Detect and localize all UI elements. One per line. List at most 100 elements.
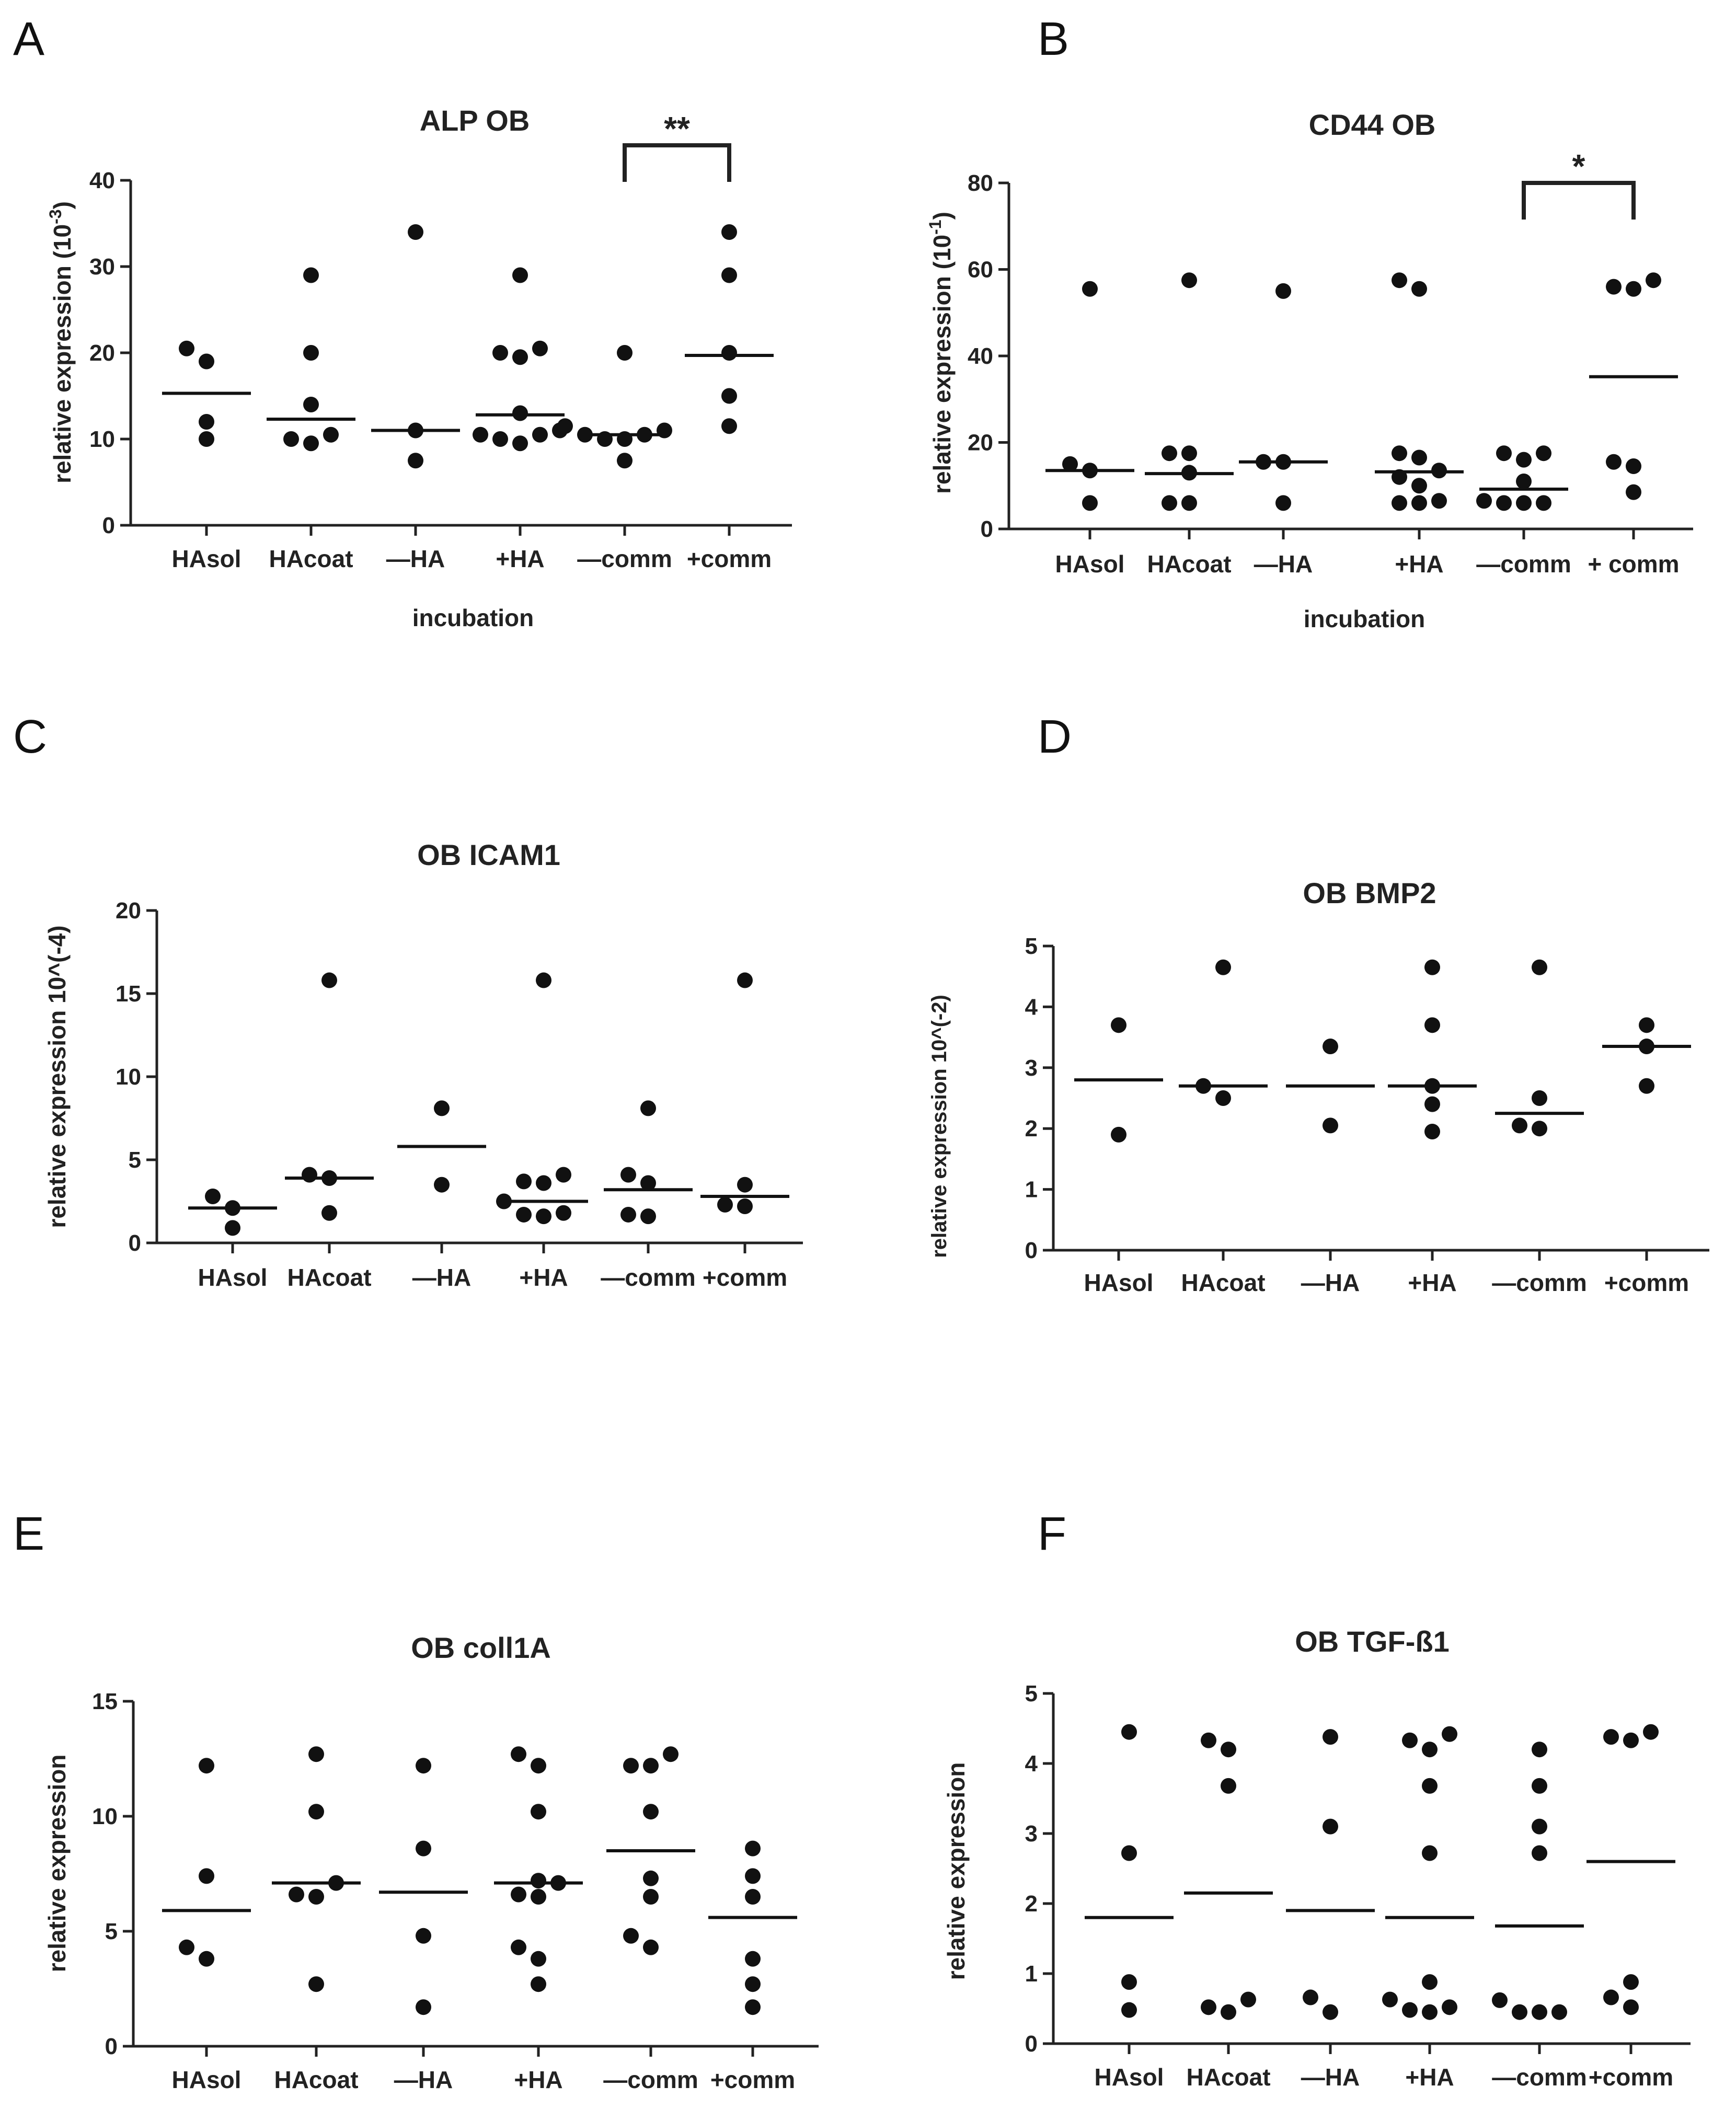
data-point xyxy=(1221,2004,1236,2020)
data-point xyxy=(1275,283,1291,299)
panel-letter: F xyxy=(1038,1508,1066,1560)
data-point xyxy=(1392,469,1407,485)
panel-b: B CD44 OB relative expression (10-1) inc… xyxy=(926,13,1693,632)
data-point xyxy=(511,1746,526,1762)
data-point xyxy=(1496,445,1512,462)
data-point xyxy=(1431,463,1447,479)
y-axis-label: relative expression 10^(-4) xyxy=(43,925,71,1228)
y-tick-label: 20 xyxy=(116,898,141,924)
y-tick-label: 1 xyxy=(1025,1961,1038,1987)
data-point xyxy=(1082,495,1098,511)
category-label: —comm xyxy=(603,2066,698,2093)
chart-title: OB ICAM1 xyxy=(417,838,560,871)
data-point xyxy=(1623,1974,1639,1990)
data-point xyxy=(308,1889,324,1905)
data-point xyxy=(408,224,423,240)
category-label: +HA xyxy=(496,545,544,572)
category-label: +HA xyxy=(514,2066,562,2093)
data-point xyxy=(408,453,423,469)
category-label: +HA xyxy=(1408,1269,1456,1296)
data-point xyxy=(1411,281,1427,297)
data-point xyxy=(302,1167,317,1183)
data-point xyxy=(1121,1845,1137,1861)
data-point xyxy=(1606,279,1622,295)
data-point xyxy=(512,405,528,421)
category-label: —HA xyxy=(1301,1269,1360,1296)
data-point xyxy=(434,1100,450,1116)
data-point xyxy=(1512,2004,1527,2020)
data-point xyxy=(721,418,737,434)
data-point xyxy=(1532,2004,1547,2020)
category-label: —HA xyxy=(394,2066,453,2093)
data-point xyxy=(1201,1732,1216,1748)
category-label: +comm xyxy=(1604,1269,1689,1296)
category-label: HAcoat xyxy=(1181,1269,1265,1296)
data-point xyxy=(1532,959,1547,975)
data-point xyxy=(1532,1121,1547,1137)
data-point xyxy=(416,1999,431,2015)
data-point xyxy=(1411,449,1427,466)
data-point xyxy=(1215,1090,1231,1106)
data-point xyxy=(1062,456,1078,472)
data-point xyxy=(1424,1096,1440,1112)
data-point xyxy=(1532,1845,1547,1861)
data-point xyxy=(1201,1999,1216,2015)
data-point xyxy=(199,414,214,430)
data-point xyxy=(1623,1999,1639,2015)
panel-f: F OB TGF-ß1 relative expression 0 1 2 3 4 5 HA… xyxy=(942,1508,1691,2091)
y-tick-label: 2 xyxy=(1025,1116,1038,1142)
data-point xyxy=(623,1928,639,1944)
category-label: —comm xyxy=(1492,2063,1586,2091)
data-point xyxy=(556,1205,571,1221)
panel-d: D OB BMP2 relative expression 10^(-2) 0 1… xyxy=(928,711,1709,1296)
data-point xyxy=(1422,1845,1438,1861)
category-label: —HA xyxy=(1254,550,1313,578)
data-point xyxy=(1323,1039,1338,1055)
category-label: HAcoat xyxy=(274,2066,358,2093)
data-point xyxy=(597,431,613,447)
data-point xyxy=(1392,495,1407,511)
data-point xyxy=(745,1889,761,1905)
data-point xyxy=(1221,1742,1236,1758)
data-point xyxy=(303,435,319,452)
significance-bracket xyxy=(623,143,731,182)
y-tick-label: 2 xyxy=(1025,1891,1038,1917)
panel-letter: C xyxy=(13,711,47,763)
x-axis-label: incubation xyxy=(412,604,534,631)
data-point xyxy=(492,431,508,447)
category-label: —comm xyxy=(601,1264,695,1291)
category-label: +HA xyxy=(519,1264,568,1291)
data-point xyxy=(1536,495,1551,511)
data-point xyxy=(199,353,214,370)
data-point xyxy=(512,349,528,365)
data-point xyxy=(745,1951,761,1967)
data-point xyxy=(323,426,339,443)
data-point xyxy=(536,1208,551,1225)
data-point xyxy=(1492,1992,1508,2008)
data-point xyxy=(737,1177,753,1193)
category-label: HAcoat xyxy=(269,545,353,572)
data-point xyxy=(1626,281,1641,297)
data-point xyxy=(531,1951,546,1967)
data-point xyxy=(1392,445,1407,462)
panel-letter: B xyxy=(1038,13,1069,65)
data-point xyxy=(1424,959,1440,975)
data-point xyxy=(623,1758,639,1774)
data-point xyxy=(1643,1724,1659,1740)
data-point xyxy=(492,345,508,361)
category-label: +comm xyxy=(703,1264,787,1291)
data-point xyxy=(303,397,319,412)
data-point xyxy=(1639,1039,1654,1055)
category-label: HAsol xyxy=(1055,550,1125,578)
data-point xyxy=(1603,1729,1619,1745)
data-point xyxy=(640,1175,656,1191)
data-point xyxy=(1162,495,1177,511)
y-tick-label: 20 xyxy=(89,340,115,366)
data-point xyxy=(303,267,319,283)
data-point xyxy=(617,453,633,469)
category-label: —HA xyxy=(412,1264,471,1291)
panel-e: E OB coll1A relative expression 0 5 10 15 HA… xyxy=(13,1508,819,2093)
y-axis-label: relative expression xyxy=(43,1755,71,1973)
data-point xyxy=(1181,272,1197,289)
data-point xyxy=(1121,2002,1137,2018)
